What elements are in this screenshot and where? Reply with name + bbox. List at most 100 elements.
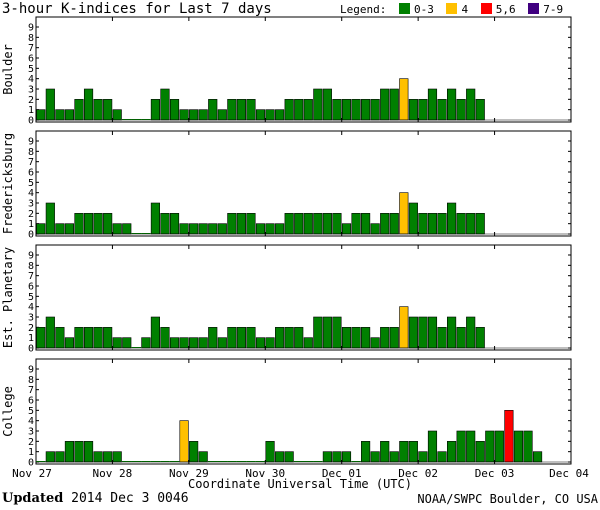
- k-bar: [55, 327, 65, 349]
- y-tick-label: 8: [28, 261, 34, 272]
- legend-item-label: 5,6: [495, 3, 516, 16]
- k-bar: [55, 223, 65, 235]
- k-bar: [246, 327, 256, 349]
- k-bar: [351, 213, 361, 235]
- k-bar: [322, 451, 332, 463]
- k-bar: [494, 430, 504, 463]
- y-tick-label: 1: [28, 333, 34, 344]
- k-bar: [103, 451, 113, 463]
- k-bar: [275, 109, 285, 121]
- k-bar: [466, 88, 476, 121]
- legend-swatch-yellow: [446, 3, 458, 14]
- k-bar: [370, 451, 380, 463]
- k-bar: [169, 461, 180, 462]
- y-tick-label: 9: [28, 365, 34, 376]
- k-bar: [380, 213, 390, 235]
- y-tick-label: 6: [28, 396, 34, 407]
- k-bar: [64, 441, 75, 463]
- k-bar: [36, 327, 46, 349]
- k-bar: [236, 327, 246, 349]
- k-bar: [408, 99, 418, 121]
- k-bar: [83, 213, 94, 235]
- legend-item-5-6: 5,6: [480, 3, 516, 17]
- x-tick-label: Nov 30: [245, 467, 285, 480]
- k-bar: [141, 337, 151, 349]
- k-bar: [370, 99, 380, 121]
- k-bar: [408, 441, 418, 463]
- k-bar: [380, 441, 390, 463]
- k-bar: [74, 99, 84, 121]
- panel-label: College: [1, 386, 15, 437]
- k-bar: [380, 88, 390, 121]
- k-bar: [64, 109, 75, 121]
- k-bar: [437, 327, 447, 349]
- k-bar: [160, 327, 170, 349]
- panel-label: Boulder: [1, 44, 15, 95]
- k-bar: [427, 88, 438, 121]
- k-bar: [131, 119, 142, 120]
- k-bar: [332, 99, 342, 121]
- k-bar: [399, 192, 409, 235]
- k-bar: [437, 99, 447, 121]
- k-bar: [246, 461, 256, 462]
- chart-title: 3-hour K-indices for Last 7 days: [2, 1, 272, 17]
- k-bar: [36, 461, 46, 462]
- k-bar: [275, 451, 285, 463]
- k-bar: [217, 461, 228, 462]
- k-bar: [83, 327, 94, 349]
- legend-label: Legend:: [340, 3, 387, 16]
- y-tick-label: 0: [28, 344, 34, 355]
- k-bar: [275, 327, 285, 349]
- y-tick-label: 2: [28, 209, 34, 220]
- k-bar: [284, 451, 294, 463]
- k-bar: [408, 316, 418, 349]
- y-tick-label: 0: [28, 116, 34, 127]
- k-bar: [418, 99, 428, 121]
- k-bar: [294, 99, 304, 121]
- k-bar: [45, 316, 55, 349]
- k-bar: [303, 213, 313, 235]
- x-tick-label: Dec 03: [475, 467, 515, 480]
- k-bar: [485, 430, 495, 463]
- k-bar: [447, 441, 457, 463]
- k-bar: [456, 327, 466, 349]
- k-bar: [255, 223, 266, 235]
- k-bar: [150, 99, 160, 121]
- k-bar: [217, 109, 227, 121]
- k-bar: [475, 327, 485, 349]
- k-bar: [83, 88, 94, 121]
- panel-frame: [35, 244, 572, 351]
- y-tick-label: 8: [28, 375, 34, 386]
- k-bar: [236, 213, 246, 235]
- k-bar: [313, 461, 323, 462]
- y-tick-label: 7: [28, 43, 34, 54]
- k-bar: [189, 441, 199, 463]
- k-bar: [389, 327, 399, 349]
- k-bar: [284, 99, 294, 121]
- legend-item-4: 4: [446, 3, 468, 17]
- k-bar: [198, 223, 208, 235]
- x-tick-label: Nov 28: [93, 467, 133, 480]
- y-tick-label: 5: [28, 178, 34, 189]
- k-bar: [332, 451, 342, 463]
- k-bar: [198, 337, 208, 349]
- k-bar: [74, 327, 84, 349]
- k-bar: [122, 223, 132, 235]
- k-bar: [427, 213, 438, 235]
- k-bar: [103, 99, 113, 121]
- y-tick-label: 4: [28, 74, 34, 85]
- k-bar: [294, 327, 304, 349]
- y-tick-label: 2: [28, 95, 34, 106]
- k-bar: [447, 316, 457, 349]
- k-bar: [179, 337, 189, 349]
- k-bar: [466, 316, 476, 349]
- k-bar: [447, 88, 457, 121]
- k-bar: [169, 213, 180, 235]
- y-tick-label: 7: [28, 385, 34, 396]
- k-bar: [141, 461, 151, 462]
- k-bar: [208, 99, 218, 121]
- y-tick-label: 6: [28, 282, 34, 293]
- k-bar: [332, 316, 342, 349]
- legend-item-label: 0-3: [413, 3, 434, 16]
- k-bar: [122, 337, 132, 349]
